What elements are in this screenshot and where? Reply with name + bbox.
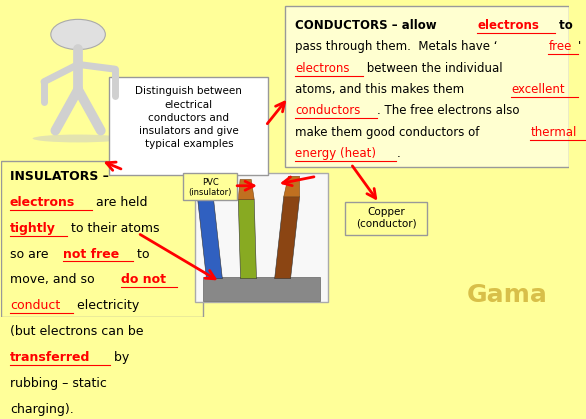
Text: transferred: transferred <box>10 351 90 364</box>
Text: so are: so are <box>10 248 52 261</box>
Text: tightly: tightly <box>10 222 56 235</box>
Text: conductors: conductors <box>295 104 360 117</box>
Polygon shape <box>275 197 299 279</box>
Text: Distinguish between
electrical
conductors and
insulators and give
typical exampl: Distinguish between electrical conductor… <box>135 86 242 149</box>
Text: PVC
(insulator): PVC (insulator) <box>189 178 232 197</box>
Text: INSULATORS –: INSULATORS – <box>10 170 109 183</box>
Text: are held: are held <box>91 196 147 209</box>
Text: . The free electrons also: . The free electrons also <box>377 104 519 117</box>
Text: to: to <box>555 19 573 32</box>
Text: (but electrons can be: (but electrons can be <box>10 325 144 338</box>
Polygon shape <box>197 197 222 279</box>
Text: electrons: electrons <box>295 62 350 75</box>
Text: do not: do not <box>121 273 166 286</box>
Text: between the individual: between the individual <box>363 62 503 75</box>
Text: energy (heat): energy (heat) <box>295 147 376 160</box>
Polygon shape <box>239 199 257 279</box>
Text: free: free <box>548 40 572 53</box>
Polygon shape <box>284 176 299 197</box>
Text: conduct: conduct <box>10 299 60 312</box>
FancyBboxPatch shape <box>1 160 203 316</box>
Text: Copper
(conductor): Copper (conductor) <box>356 207 417 228</box>
Text: to: to <box>134 248 150 261</box>
FancyBboxPatch shape <box>183 173 237 200</box>
Bar <box>195 173 328 303</box>
Text: not free: not free <box>63 248 120 261</box>
FancyBboxPatch shape <box>110 77 268 175</box>
Text: Gama: Gama <box>467 283 548 307</box>
Polygon shape <box>197 176 213 197</box>
Text: charging).: charging). <box>10 403 74 416</box>
Text: electrons: electrons <box>10 196 75 209</box>
Text: move, and so: move, and so <box>10 273 98 286</box>
Bar <box>203 277 319 301</box>
Text: excellent: excellent <box>512 83 565 96</box>
Text: ': ' <box>578 40 581 53</box>
Text: to their atoms: to their atoms <box>67 222 160 235</box>
Polygon shape <box>239 179 254 199</box>
Text: make them good conductors of: make them good conductors of <box>295 126 483 139</box>
Text: electricity: electricity <box>73 299 139 312</box>
Text: atoms, and this makes them: atoms, and this makes them <box>295 83 468 96</box>
Text: electrons: electrons <box>478 19 539 32</box>
FancyBboxPatch shape <box>345 202 427 235</box>
Text: rubbing – static: rubbing – static <box>10 377 107 390</box>
Text: .: . <box>396 147 400 160</box>
FancyBboxPatch shape <box>285 6 570 167</box>
Text: by: by <box>110 351 130 364</box>
Text: thermal: thermal <box>530 126 577 139</box>
Circle shape <box>51 19 105 49</box>
Text: CONDUCTORS – allow: CONDUCTORS – allow <box>295 19 441 32</box>
Text: pass through them.  Metals have ‘: pass through them. Metals have ‘ <box>295 40 498 53</box>
Ellipse shape <box>33 134 124 142</box>
